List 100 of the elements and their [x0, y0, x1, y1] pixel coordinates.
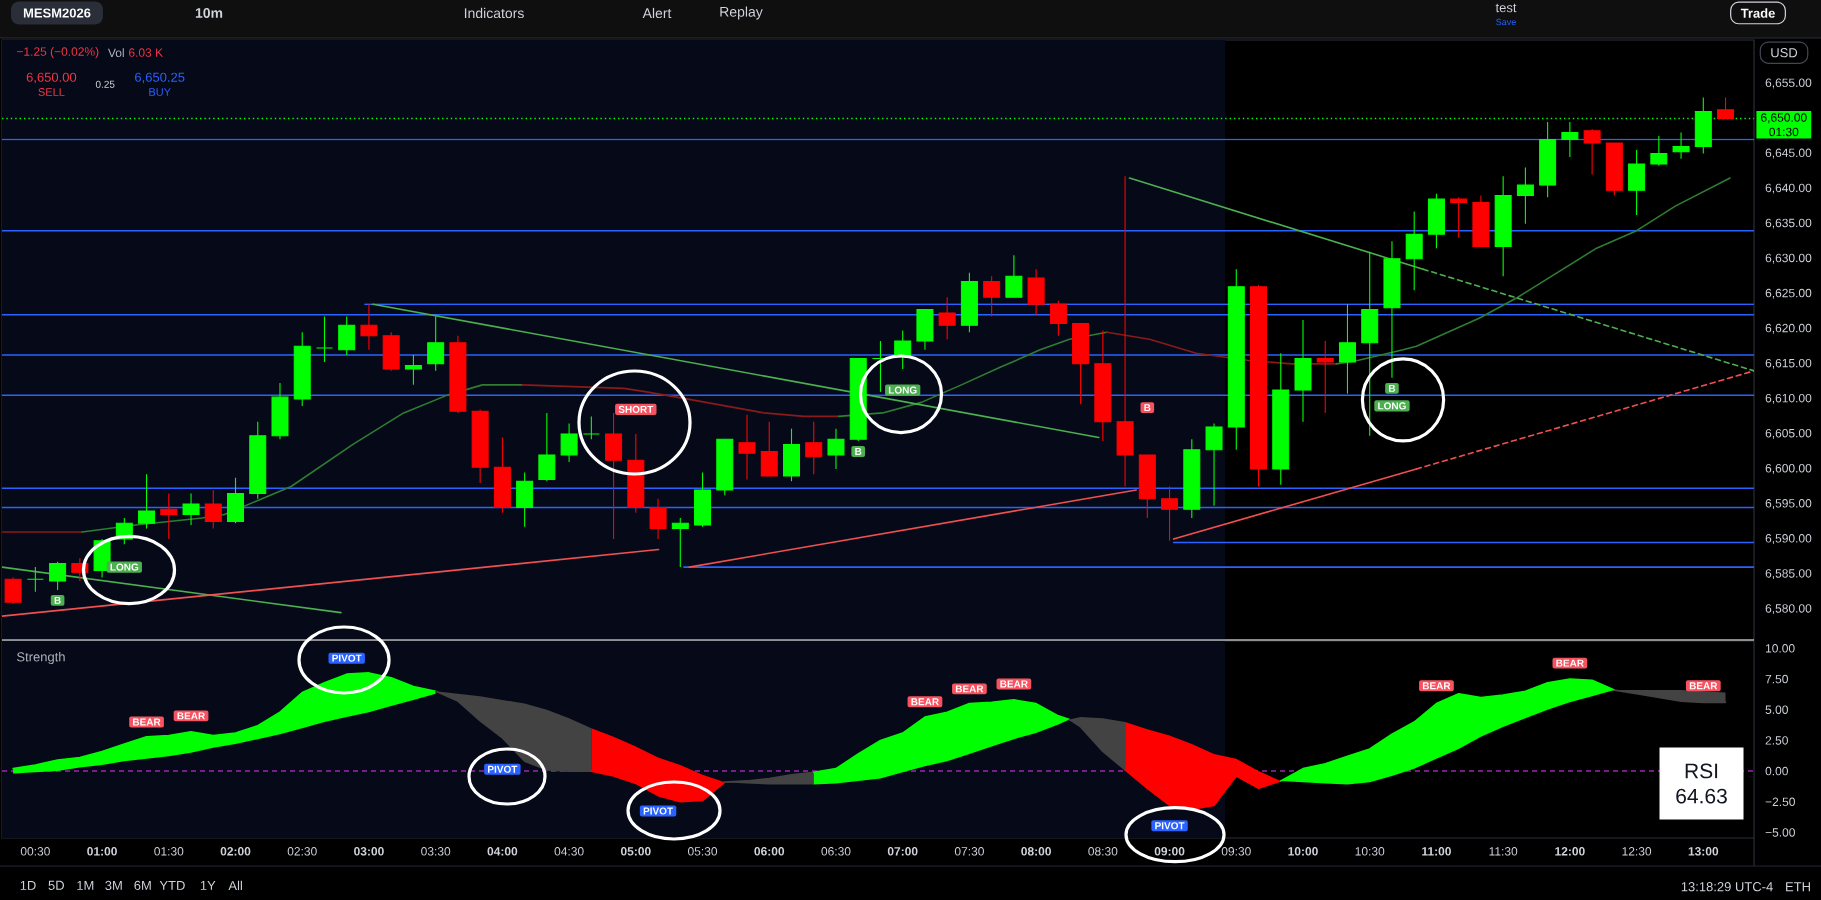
candlestick: [1450, 196, 1468, 239]
y-tick-label: 6,580.00: [1765, 604, 1812, 615]
annotation: B: [54, 596, 61, 604]
y-tick-label: 10.00: [1765, 644, 1795, 653]
annotation: 0.25: [95, 80, 115, 88]
line-series: [837, 331, 1108, 418]
candlestick: [1205, 422, 1223, 507]
y-tick-label: 6,595.00: [1765, 499, 1812, 509]
candlestick: [1717, 96, 1735, 120]
text: Replay: [720, 6, 763, 20]
annotation: B: [1144, 404, 1151, 412]
annotation: B: [855, 448, 862, 455]
candlestick: [404, 354, 422, 386]
y-tick-label: 6,600.00: [1765, 464, 1812, 474]
annotation: B: [1389, 384, 1396, 392]
ref-line-label: 6,650.00 01:30: [1761, 113, 1807, 137]
candlestick: [738, 414, 756, 481]
text: USD: [1771, 48, 1798, 58]
annotation: BEAR: [955, 685, 984, 693]
candlestick: [160, 492, 178, 540]
candlestick: [26, 566, 44, 593]
y-tick-label: 6,655.00: [1765, 78, 1812, 89]
y-tick-label: 6,615.00: [1765, 358, 1812, 369]
annotation: LONG: [1378, 402, 1406, 410]
candlestick: [1049, 300, 1067, 337]
x-tick-label: 10:00: [1288, 847, 1318, 856]
text: 1M: [77, 880, 94, 890]
annotation: PIVOT: [332, 654, 362, 662]
annotation: BEAR: [1422, 682, 1451, 690]
candlestick: [1516, 167, 1534, 225]
x-tick-label: 04:30: [554, 847, 584, 856]
x-tick-label: 09:30: [1221, 847, 1251, 856]
annotation: −1.25 (−0.02%): [17, 46, 99, 59]
text: Strength: [17, 651, 65, 665]
y-tick-label: 6,645.00: [1765, 148, 1812, 159]
x-tick-label: 12:00: [1555, 847, 1585, 856]
candlestick: [560, 422, 578, 463]
text: 13:18:29 UTC-4: [1681, 882, 1773, 892]
line-series: [1335, 177, 1731, 365]
line-series: [81, 384, 524, 533]
annotation: 6,650.25: [135, 72, 185, 84]
candlestick: [1583, 128, 1601, 176]
candlestick: [138, 473, 156, 530]
y-tick-label: 6,585.00: [1765, 569, 1812, 580]
candlestick: [582, 415, 600, 440]
x-tick-label: 00:30: [20, 847, 50, 856]
y-tick-label: 6,620.00: [1765, 323, 1812, 334]
text: test: [1495, 3, 1517, 13]
candlestick: [1650, 135, 1668, 167]
x-tick-label: 02:30: [287, 847, 317, 856]
candlestick: [182, 492, 200, 526]
x-tick-label: 13:00: [1688, 847, 1719, 856]
x-tick-label: 05:30: [687, 847, 718, 856]
text: 6M: [134, 880, 151, 890]
candlestick: [427, 315, 445, 372]
text: All: [228, 880, 242, 891]
x-tick-label: 01:00: [87, 847, 117, 856]
x-tick-label: 07:00: [887, 847, 918, 856]
x-tick-label: 09:00: [1154, 847, 1185, 856]
candlestick: [1338, 303, 1356, 395]
annotation: PIVOT: [1155, 822, 1185, 830]
x-tick-label: 02:00: [220, 847, 251, 856]
candlestick: [4, 577, 22, 605]
y-tick-label: 6,590.00: [1765, 534, 1812, 545]
text: Indicators: [464, 7, 524, 19]
candlestick: [1672, 131, 1690, 160]
annotation: PIVOT: [488, 765, 518, 773]
text: 3M: [105, 880, 122, 890]
text: Alert: [642, 7, 672, 19]
candlestick: [805, 421, 823, 475]
x-tick-label: 01:30: [154, 847, 184, 856]
x-tick-label: 11:30: [1489, 847, 1518, 856]
text: YTD: [159, 880, 185, 890]
y-tick-label: 5.00: [1765, 705, 1788, 714]
text: Trade: [1740, 8, 1775, 18]
y-tick-label: 6,610.00: [1765, 393, 1812, 404]
annotation: BEAR: [133, 718, 161, 726]
x-tick-label: 08:30: [1088, 847, 1118, 856]
text: 5D: [48, 880, 64, 890]
y-tick-label: 6,635.00: [1765, 218, 1812, 229]
x-tick-label: 06:30: [821, 847, 851, 856]
y-tick-label: 6,640.00: [1765, 183, 1812, 194]
candlestick: [649, 498, 667, 540]
y-tick-label: 6,625.00: [1765, 288, 1812, 299]
annotation: BUY: [149, 88, 171, 96]
annotation: LONG: [110, 563, 139, 571]
x-tick-label: 11:00: [1422, 847, 1451, 856]
x-tick-label: 03:30: [421, 847, 451, 856]
candlestick: [1316, 340, 1334, 414]
annotation: BEAR: [1556, 659, 1584, 667]
x-tick-label: 04:00: [487, 847, 518, 856]
chart-title: MESM2026: [23, 8, 91, 18]
candlestick: [204, 489, 222, 530]
x-tick-label: 12:30: [1622, 847, 1652, 856]
annotation: 6,650.00: [26, 72, 77, 84]
annotation: BEAR: [1689, 682, 1718, 690]
candlestick: [1561, 121, 1579, 158]
y-tick-label: −2.50: [1765, 797, 1795, 807]
y-tick-label: 6,630.00: [1765, 253, 1812, 264]
annotation: Vol: [107, 48, 124, 58]
